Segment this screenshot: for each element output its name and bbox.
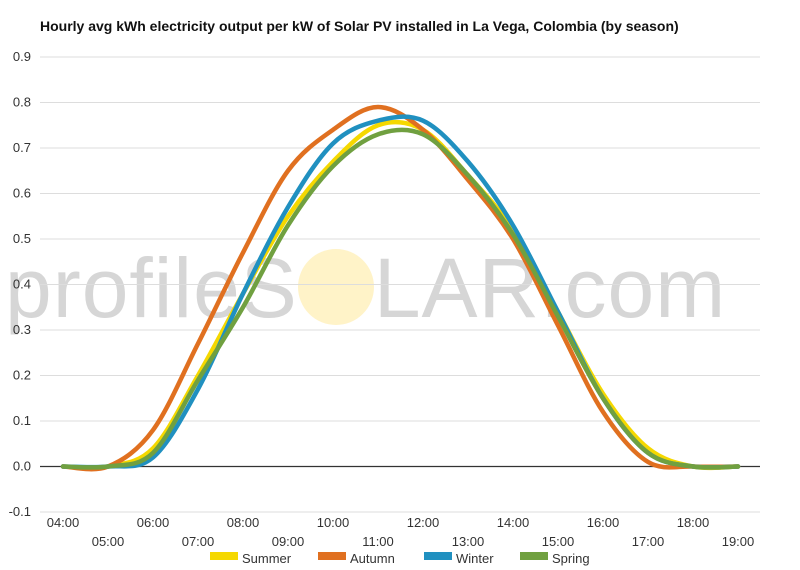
x-tick-label: 08:00: [227, 515, 260, 530]
x-tick-label: 18:00: [677, 515, 710, 530]
y-tick-label: 0.7: [13, 140, 31, 155]
chart-title: Hourly avg kWh electricity output per kW…: [40, 18, 679, 34]
x-tick-label: 06:00: [137, 515, 170, 530]
y-tick-label: 0.3: [13, 322, 31, 337]
series-lines: [60, 104, 741, 472]
y-tick-label: 0.8: [13, 95, 31, 110]
x-tick-label: 15:00: [542, 534, 575, 549]
series-line-spring: [60, 127, 741, 470]
y-tick-label: 0.1: [13, 413, 31, 428]
x-tick-label: 05:00: [92, 534, 125, 549]
grid-lines: [40, 56, 760, 513]
x-tick-label: 12:00: [407, 515, 440, 530]
legend-label-autumn: Autumn: [350, 551, 395, 566]
x-tick-label: 13:00: [452, 534, 485, 549]
legend: Summer Autumn Winter Spring: [210, 551, 590, 566]
x-tick-label: 16:00: [587, 515, 620, 530]
legend-label-spring: Spring: [552, 551, 590, 566]
legend-swatch-winter: [424, 552, 452, 560]
x-tick-label: 04:00: [47, 515, 80, 530]
legend-label-winter: Winter: [456, 551, 494, 566]
legend-swatch-summer: [210, 552, 238, 560]
y-tick-label: 0.0: [13, 459, 31, 474]
y-axis-ticks: 0.9 0.8 0.7 0.6 0.5 0.4 0.3 0.2 0.1 0.0 -0.1: [9, 49, 31, 519]
x-tick-label: 09:00: [272, 534, 305, 549]
x-tick-label: 11:00: [362, 534, 394, 549]
x-tick-label: 14:00: [497, 515, 530, 530]
y-tick-label: -0.1: [9, 504, 31, 519]
x-tick-label: 17:00: [632, 534, 665, 549]
y-tick-label: 0.6: [13, 186, 31, 201]
series-line-autumn: [60, 104, 741, 472]
y-tick-label: 0.4: [13, 277, 31, 292]
x-tick-label: 07:00: [182, 534, 215, 549]
legend-swatch-autumn: [318, 552, 346, 560]
y-tick-label: 0.5: [13, 231, 31, 246]
y-tick-label: 0.9: [13, 49, 31, 64]
x-tick-label: 10:00: [317, 515, 350, 530]
x-tick-label: 19:00: [722, 534, 755, 549]
legend-swatch-spring: [520, 552, 548, 560]
legend-label-summer: Summer: [242, 551, 292, 566]
y-tick-label: 0.2: [13, 368, 31, 383]
x-axis-ticks: 04:00 05:00 06:00 07:00 08:00 09:00 10:00 11:00…: [47, 515, 755, 549]
